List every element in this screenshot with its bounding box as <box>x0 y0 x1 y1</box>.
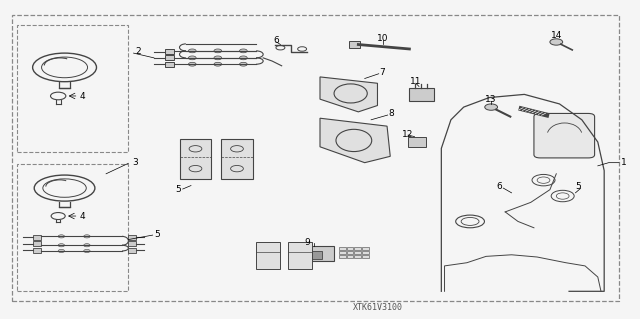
Circle shape <box>188 49 196 53</box>
Bar <box>308 246 334 261</box>
Text: 6: 6 <box>274 36 280 45</box>
Bar <box>347 255 353 258</box>
Text: 8: 8 <box>388 109 394 118</box>
Bar <box>166 49 174 54</box>
Circle shape <box>239 49 247 53</box>
Bar <box>129 241 136 246</box>
Text: 1: 1 <box>620 158 626 167</box>
Text: 7: 7 <box>380 68 385 77</box>
Bar <box>362 247 369 250</box>
Bar <box>347 251 353 254</box>
Text: 5: 5 <box>175 185 181 194</box>
Bar <box>410 88 434 101</box>
Text: 14: 14 <box>550 31 562 40</box>
Bar <box>33 235 41 240</box>
Polygon shape <box>320 77 378 112</box>
Circle shape <box>58 244 65 247</box>
Text: XTK61V3100: XTK61V3100 <box>353 303 403 312</box>
Bar <box>408 137 426 147</box>
Text: 6: 6 <box>496 182 502 191</box>
Bar <box>17 164 129 291</box>
Bar <box>339 247 346 250</box>
FancyBboxPatch shape <box>534 114 595 158</box>
Text: 11: 11 <box>410 77 422 86</box>
Circle shape <box>84 244 90 247</box>
Bar <box>349 41 360 48</box>
Bar <box>17 25 129 152</box>
Bar <box>355 251 361 254</box>
Text: 3: 3 <box>132 158 138 167</box>
Circle shape <box>84 235 90 238</box>
Bar <box>312 251 322 259</box>
Text: 4: 4 <box>79 92 85 101</box>
Circle shape <box>550 39 563 45</box>
Circle shape <box>239 56 247 60</box>
Bar <box>355 255 361 258</box>
Circle shape <box>214 49 221 53</box>
Circle shape <box>214 62 221 66</box>
Bar <box>221 139 253 179</box>
Bar <box>347 247 353 250</box>
Bar <box>129 235 136 240</box>
Bar <box>362 251 369 254</box>
Text: 12: 12 <box>403 130 414 138</box>
Circle shape <box>214 56 221 60</box>
Bar <box>355 247 361 250</box>
Bar <box>33 241 41 246</box>
Circle shape <box>484 104 497 110</box>
Circle shape <box>188 62 196 66</box>
Circle shape <box>84 249 90 253</box>
Bar <box>288 242 312 269</box>
Text: 2: 2 <box>135 47 141 56</box>
Circle shape <box>58 235 65 238</box>
Polygon shape <box>320 118 390 163</box>
Bar <box>339 255 346 258</box>
Circle shape <box>58 249 65 253</box>
Text: 4: 4 <box>79 212 85 221</box>
Bar <box>166 62 174 67</box>
Text: 5: 5 <box>576 182 582 191</box>
Text: 9: 9 <box>305 238 310 247</box>
Bar <box>339 251 346 254</box>
Bar <box>166 55 174 60</box>
Bar <box>179 139 211 179</box>
Circle shape <box>239 62 247 66</box>
Circle shape <box>188 56 196 60</box>
Bar <box>33 248 41 253</box>
Text: 10: 10 <box>377 34 388 43</box>
Bar <box>362 255 369 258</box>
Text: 5: 5 <box>154 230 160 239</box>
Bar <box>256 242 280 269</box>
Bar <box>129 248 136 253</box>
Text: 13: 13 <box>485 95 497 104</box>
